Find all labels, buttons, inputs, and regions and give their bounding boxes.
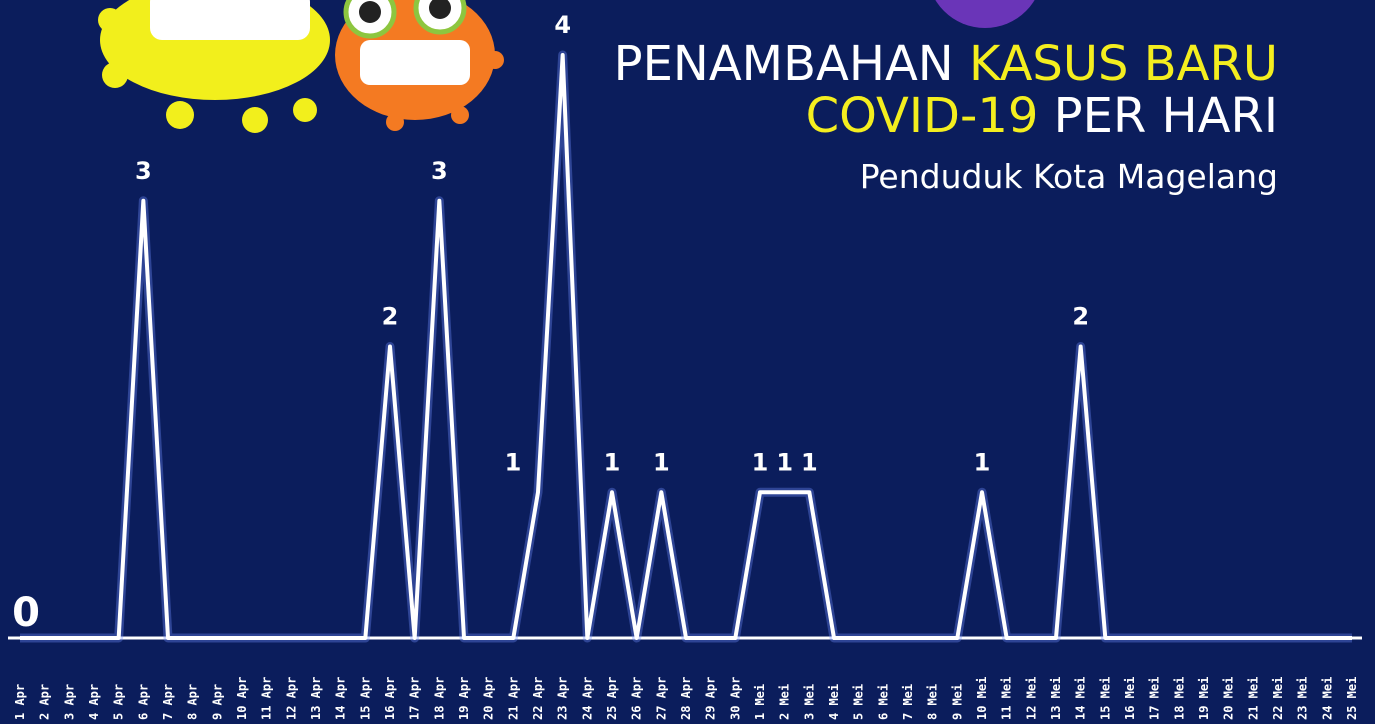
data-label: 1 — [604, 448, 621, 476]
x-tick-label: 8 Mei — [926, 684, 940, 720]
x-tick-label: 24 Apr — [580, 677, 594, 720]
x-tick-label: 13 Mei — [1049, 677, 1063, 720]
x-tick-label: 18 Mei — [1172, 677, 1186, 720]
x-tick-label: 13 Apr — [309, 677, 323, 720]
line — [20, 53, 1352, 640]
x-tick-label: 24 Mei — [1320, 677, 1334, 720]
data-label: 1 — [776, 448, 793, 476]
x-tick-label: 16 Apr — [383, 677, 397, 720]
x-tick-label: 3 Mei — [802, 684, 816, 720]
x-tick-label: 19 Mei — [1197, 677, 1211, 720]
x-tick-label: 15 Mei — [1098, 677, 1112, 720]
data-label: 1 — [801, 448, 818, 476]
x-tick-label: 9 Apr — [210, 684, 224, 720]
data-label: 2 — [382, 303, 399, 331]
x-tick-label: 11 Mei — [1000, 677, 1014, 720]
x-tick-label: 16 Mei — [1123, 677, 1137, 720]
x-tick-label: 19 Apr — [457, 677, 471, 720]
x-tick-label: 2 Apr — [38, 684, 52, 720]
x-tick-label: 29 Apr — [704, 677, 718, 720]
data-label: 1 — [974, 448, 991, 476]
x-tick-label: 22 Mei — [1271, 677, 1285, 720]
data-label: 1 — [505, 448, 522, 476]
x-tick-label: 21 Apr — [506, 677, 520, 720]
title-part: KASUS BARU — [969, 36, 1278, 92]
x-tick-label: 20 Mei — [1222, 677, 1236, 720]
x-tick-label: 11 Apr — [260, 677, 274, 720]
x-tick-label: 1 Mei — [753, 684, 767, 720]
data-label: 2 — [1072, 303, 1089, 331]
data-label: 4 — [554, 11, 571, 39]
x-tick-label: 6 Mei — [876, 684, 890, 720]
x-tick-label: 25 Apr — [605, 677, 619, 720]
x-tick-label: 8 Apr — [186, 684, 200, 720]
data-label: 1 — [752, 448, 769, 476]
x-tick-label: 18 Apr — [432, 677, 446, 720]
data-label: 3 — [431, 157, 448, 185]
title-part: PER HARI — [1054, 88, 1278, 144]
x-tick-label: 1 Apr — [13, 684, 27, 720]
x-tick-label: 20 Apr — [482, 677, 496, 720]
x-tick-label: 15 Apr — [358, 677, 372, 720]
x-tick-label: 27 Apr — [654, 677, 668, 720]
x-tick-label: 3 Apr — [62, 684, 76, 720]
chart-title: COVID-19 PER HARI — [806, 88, 1278, 144]
x-tick-label: 23 Apr — [556, 677, 570, 720]
x-tick-label: 4 Apr — [87, 684, 101, 720]
x-tick-label: 10 Mei — [975, 677, 989, 720]
x-tick-label: 6 Apr — [136, 684, 150, 720]
x-tick-label: 5 Apr — [112, 684, 126, 720]
x-tick-label: 17 Mei — [1148, 677, 1162, 720]
x-tick-label: 22 Apr — [531, 677, 545, 720]
x-tick-label: 9 Mei — [950, 684, 964, 720]
x-tick-label: 21 Mei — [1246, 677, 1260, 720]
x-tick-label: 4 Mei — [827, 684, 841, 720]
x-tick-label: 5 Mei — [852, 684, 866, 720]
title-part: PENAMBAHAN — [614, 36, 954, 92]
data-label: 1 — [653, 448, 670, 476]
x-tick-label: 30 Apr — [728, 677, 742, 720]
title-part: COVID-19 — [806, 88, 1039, 144]
decoration — [98, 0, 1035, 133]
data-label: 3 — [135, 157, 152, 185]
chart-subtitle: Penduduk Kota Magelang — [860, 157, 1278, 196]
data-label: 0 — [12, 590, 40, 636]
x-tick-label: 14 Apr — [334, 677, 348, 720]
x-tick-label: 12 Apr — [284, 677, 298, 720]
x-tick-label: 10 Apr — [235, 677, 249, 720]
x-tick-label: 12 Mei — [1024, 677, 1038, 720]
x-tick-label: 17 Apr — [408, 677, 422, 720]
x-tick-label: 26 Apr — [630, 677, 644, 720]
chart-title: PENAMBAHAN KASUS BARU — [614, 36, 1278, 92]
x-tick-label: 14 Mei — [1074, 677, 1088, 720]
x-tick-label: 7 Mei — [901, 684, 915, 720]
x-tick-label: 28 Apr — [679, 677, 693, 720]
x-tick-label: 2 Mei — [778, 684, 792, 720]
x-tick-label: 7 Apr — [161, 684, 175, 720]
x-tick-label: 25 Mei — [1345, 677, 1359, 720]
x-tick-label: 23 Mei — [1296, 677, 1310, 720]
